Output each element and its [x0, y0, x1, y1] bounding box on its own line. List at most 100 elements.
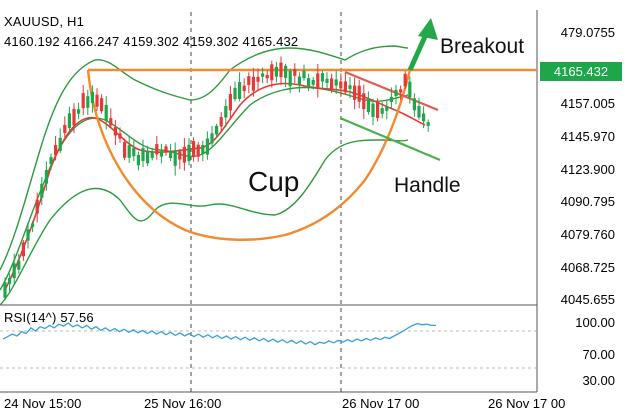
- candle-body[interactable]: [247, 76, 251, 85]
- candle-body[interactable]: [307, 78, 311, 87]
- candle-body[interactable]: [343, 81, 347, 93]
- candle-body[interactable]: [261, 73, 265, 77]
- candle-body[interactable]: [228, 94, 232, 111]
- candle-body[interactable]: [238, 82, 242, 99]
- candle-body[interactable]: [104, 104, 108, 121]
- candle-body[interactable]: [54, 145, 58, 156]
- candle-body[interactable]: [173, 150, 177, 166]
- candle-body[interactable]: [297, 76, 301, 85]
- candle-body[interactable]: [118, 133, 122, 139]
- candle-body[interactable]: [159, 151, 163, 157]
- candle-body[interactable]: [72, 108, 76, 126]
- candle-body[interactable]: [302, 70, 306, 79]
- candle-body[interactable]: [256, 76, 260, 82]
- candle-body[interactable]: [40, 183, 44, 198]
- candle-body[interactable]: [58, 137, 62, 151]
- candle-body[interactable]: [81, 93, 85, 109]
- candle-body[interactable]: [136, 154, 140, 166]
- candle-body[interactable]: [155, 144, 159, 155]
- candle-body[interactable]: [274, 66, 278, 77]
- candle-body[interactable]: [293, 69, 297, 76]
- candle-body[interactable]: [426, 122, 430, 126]
- candle-body[interactable]: [279, 62, 283, 78]
- candle-body[interactable]: [284, 65, 288, 78]
- candle-body[interactable]: [63, 124, 67, 133]
- candle-body[interactable]: [205, 138, 209, 155]
- candlestick-series[interactable]: [3, 56, 430, 301]
- candle-body[interactable]: [339, 81, 343, 89]
- candle-body[interactable]: [389, 96, 393, 103]
- candle-body[interactable]: [109, 118, 113, 126]
- candle-body[interactable]: [26, 229, 30, 241]
- candle-body[interactable]: [371, 103, 375, 117]
- candle-body[interactable]: [210, 133, 214, 144]
- handle-lower-trendline: [339, 116, 441, 162]
- candle-body[interactable]: [100, 98, 104, 112]
- candle-body[interactable]: [399, 89, 403, 93]
- candle-body[interactable]: [385, 106, 389, 111]
- candle-body[interactable]: [233, 87, 237, 100]
- candle-body[interactable]: [77, 109, 81, 114]
- candle-body[interactable]: [3, 281, 7, 298]
- candle-body[interactable]: [394, 89, 398, 96]
- candle-body[interactable]: [196, 144, 200, 157]
- candle-body[interactable]: [95, 94, 99, 107]
- candle-body[interactable]: [334, 79, 338, 86]
- candle-body[interactable]: [141, 148, 145, 161]
- candle-body[interactable]: [311, 79, 315, 85]
- candle-body[interactable]: [403, 73, 407, 87]
- candle-body[interactable]: [251, 76, 255, 91]
- candle-body[interactable]: [187, 144, 191, 162]
- candle-body[interactable]: [178, 151, 182, 160]
- candle-body[interactable]: [169, 151, 173, 159]
- candle-body[interactable]: [192, 141, 196, 158]
- candle-body[interactable]: [127, 145, 131, 158]
- candle-body[interactable]: [8, 278, 12, 284]
- candle-body[interactable]: [330, 78, 334, 90]
- candle-body[interactable]: [224, 106, 228, 118]
- candle-body[interactable]: [123, 142, 127, 158]
- candle-body[interactable]: [348, 85, 352, 89]
- price-tick: 4045.655: [560, 292, 615, 307]
- candle-body[interactable]: [219, 117, 223, 127]
- candle-body[interactable]: [353, 85, 357, 100]
- candle-body[interactable]: [417, 106, 421, 118]
- candle-body[interactable]: [182, 146, 186, 163]
- handle-annotation: Handle: [394, 174, 461, 197]
- candle-body[interactable]: [12, 263, 16, 279]
- candle-body[interactable]: [320, 73, 324, 82]
- candle-body[interactable]: [265, 74, 269, 79]
- candle-body[interactable]: [90, 91, 94, 104]
- candle-body[interactable]: [132, 147, 136, 157]
- candle-body[interactable]: [49, 157, 53, 165]
- candle-body[interactable]: [17, 260, 21, 270]
- candle-body[interactable]: [31, 223, 35, 227]
- candle-body[interactable]: [380, 108, 384, 114]
- candle-body[interactable]: [164, 146, 168, 152]
- candle-body[interactable]: [201, 144, 205, 155]
- candle-body[interactable]: [366, 98, 370, 113]
- candle-body[interactable]: [242, 85, 246, 92]
- candle-body[interactable]: [316, 73, 320, 89]
- time-tick: 26 Nov 17 00: [488, 396, 566, 411]
- candle-body[interactable]: [422, 113, 426, 122]
- candle-body[interactable]: [288, 70, 292, 87]
- candle-body[interactable]: [150, 151, 154, 158]
- candle-body[interactable]: [67, 113, 71, 129]
- candle-body[interactable]: [44, 169, 48, 184]
- candle-body[interactable]: [357, 85, 361, 102]
- candle-body[interactable]: [325, 78, 329, 83]
- candle-body[interactable]: [408, 81, 412, 98]
- candle-body[interactable]: [113, 127, 117, 136]
- candle-body[interactable]: [362, 93, 366, 110]
- candle-body[interactable]: [215, 125, 219, 135]
- candle-body[interactable]: [376, 102, 380, 119]
- candle-body[interactable]: [146, 150, 150, 164]
- candle-body[interactable]: [35, 199, 39, 214]
- candle-body[interactable]: [412, 98, 416, 111]
- candle-body[interactable]: [270, 64, 274, 81]
- candle-body[interactable]: [86, 96, 90, 108]
- candle-body[interactable]: [21, 242, 25, 257]
